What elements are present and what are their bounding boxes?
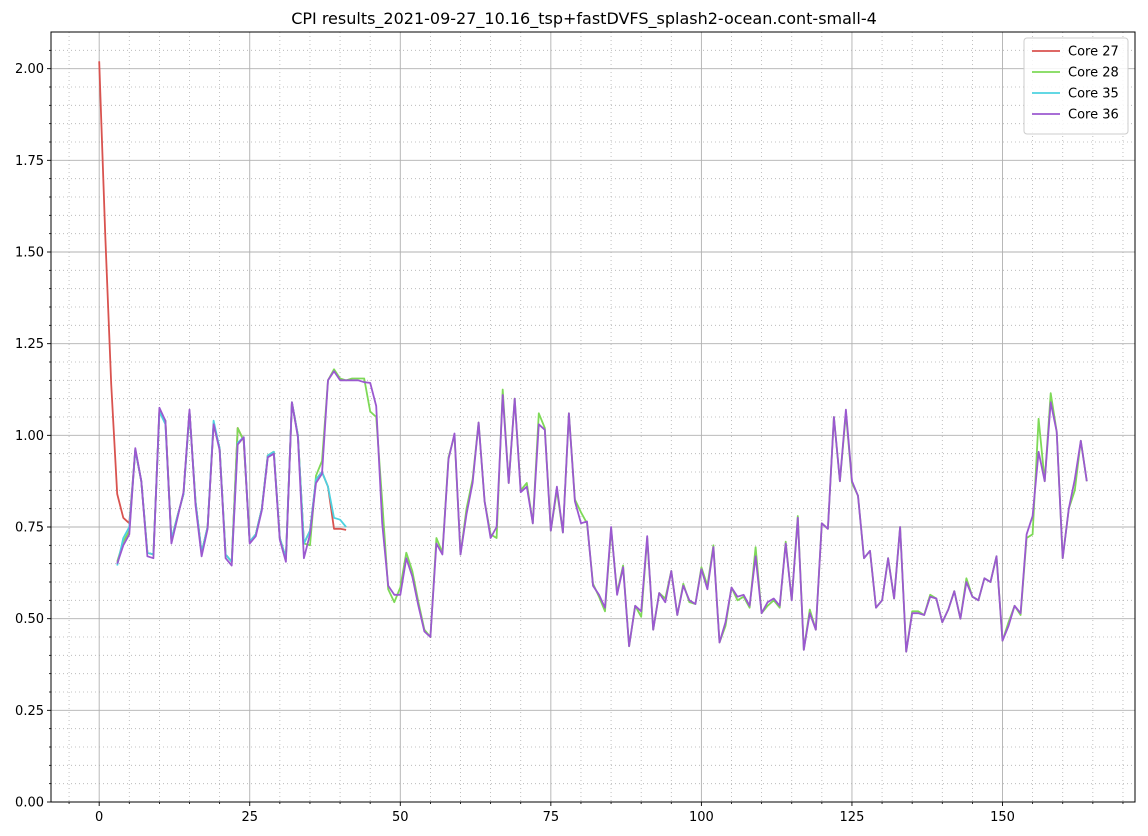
y-tick-label: 0.25	[15, 704, 44, 719]
series-layer	[98, 61, 1088, 653]
chart-title: CPI results_2021-09-27_10.16_tsp+fastDVF…	[291, 9, 877, 29]
y-tick-label: 1.25	[15, 337, 44, 352]
x-tick-label: 100	[689, 810, 714, 825]
x-tick-label: 150	[990, 810, 1015, 825]
x-tick-label: 125	[840, 810, 865, 825]
y-tick-label: 1.00	[15, 429, 44, 444]
legend-box	[1023, 37, 1129, 135]
x-tick-label: 50	[392, 810, 409, 825]
x-tick-label: 0	[95, 810, 103, 825]
x-tick-label: 75	[543, 810, 560, 825]
x-axis: 0 25 50 75 100 125 150	[68, 802, 1124, 825]
y-tick-label: 2.00	[15, 62, 44, 77]
legend-label: Core 28	[1068, 66, 1119, 81]
x-tick-label: 25	[241, 810, 258, 825]
y-tick-label: 1.50	[15, 246, 44, 261]
legend: Core 27 Core 28 Core 35 Core 36	[1023, 37, 1129, 135]
y-tick-label: 0.75	[15, 521, 44, 536]
y-tick-label: 0.00	[15, 796, 44, 811]
y-tick-label: 0.50	[15, 612, 44, 627]
series-line-core-36	[116, 370, 1088, 653]
legend-label: Core 36	[1068, 108, 1119, 123]
y-axis: 0.00 0.25 0.50 0.75 1.00 1.25 1.50 1.75 2.00	[15, 49, 51, 811]
minor-grid	[51, 32, 1135, 802]
series-line-core-35	[116, 401, 347, 566]
legend-label: Core 27	[1068, 45, 1119, 60]
legend-label: Core 35	[1068, 87, 1119, 102]
y-tick-label: 1.75	[15, 154, 44, 169]
